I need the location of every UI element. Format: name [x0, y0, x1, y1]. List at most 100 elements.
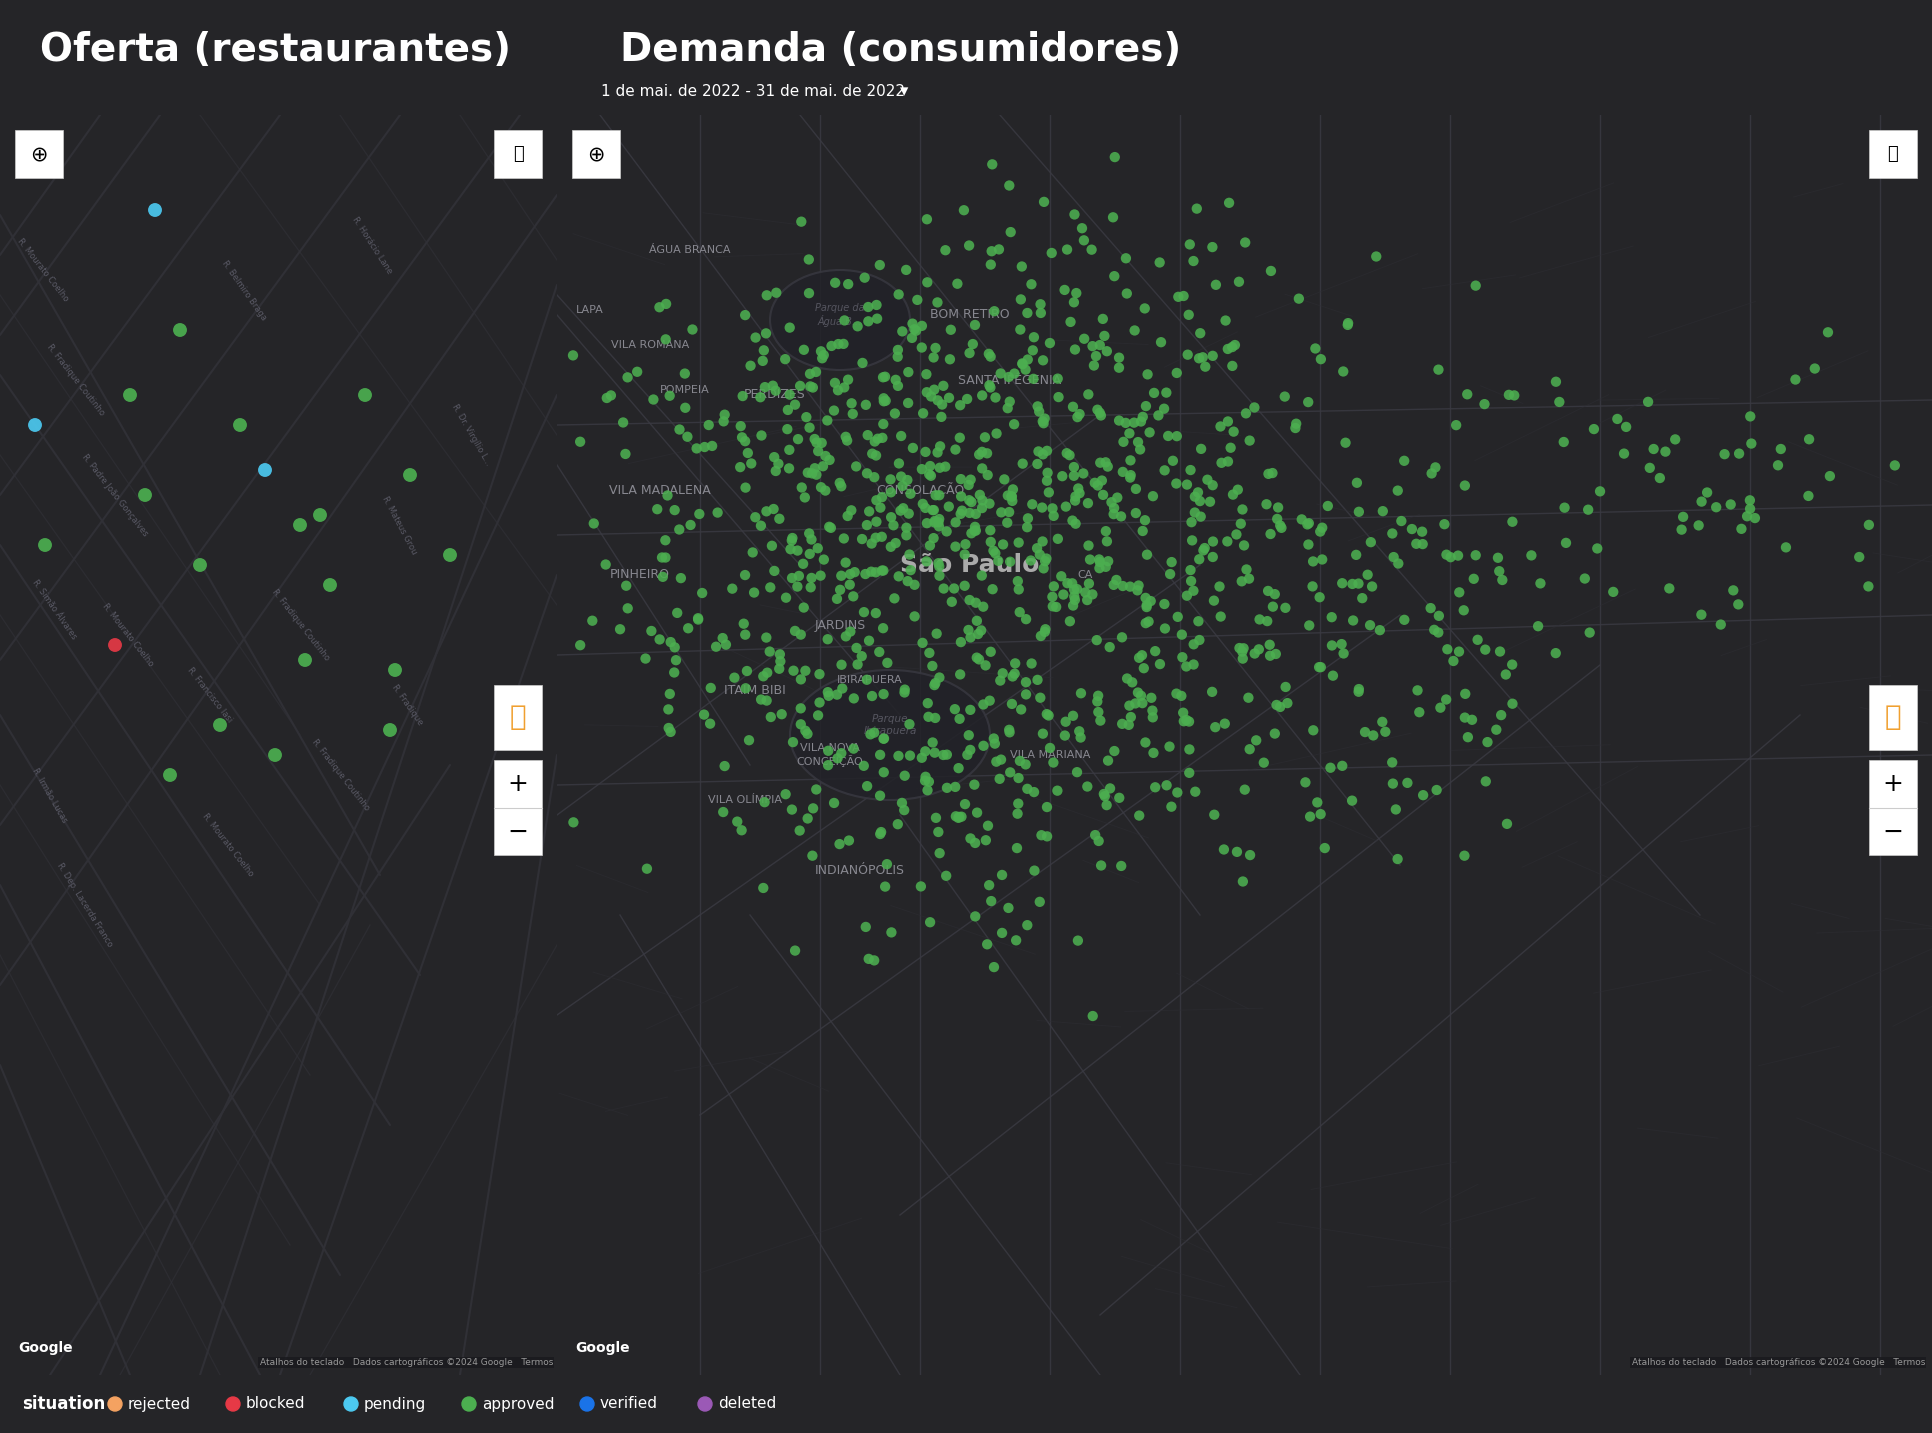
Point — [1200, 274, 1231, 297]
Point — [1150, 397, 1180, 420]
Point — [682, 608, 713, 631]
Text: ITAIM BIBI: ITAIM BIBI — [724, 684, 786, 696]
Point — [697, 434, 728, 457]
Point — [1028, 191, 1059, 214]
Circle shape — [462, 1397, 475, 1412]
Point — [922, 291, 952, 314]
Point — [1310, 837, 1341, 860]
Point — [1316, 633, 1347, 656]
Point — [1076, 238, 1107, 261]
Point — [1070, 580, 1101, 603]
Point — [869, 365, 900, 388]
Point — [1068, 327, 1099, 350]
Point — [850, 267, 881, 289]
Point — [1213, 410, 1244, 433]
Point — [1024, 440, 1055, 463]
Point — [815, 516, 846, 539]
Point — [1306, 802, 1337, 825]
Point — [910, 770, 941, 792]
Point — [1723, 443, 1754, 466]
Point — [1057, 595, 1088, 618]
Point — [1231, 557, 1262, 580]
Point — [765, 643, 796, 666]
Point — [976, 345, 1007, 368]
Point — [825, 579, 856, 602]
Point — [1128, 656, 1159, 679]
Point — [1157, 450, 1188, 473]
Point — [1725, 517, 1756, 540]
Point — [997, 479, 1028, 502]
Point — [1080, 824, 1111, 847]
Point — [1198, 344, 1229, 367]
Text: INDIANÓPOLIS: INDIANÓPOLIS — [815, 864, 904, 877]
Point — [1175, 559, 1206, 582]
Point — [709, 755, 740, 778]
Point — [1037, 497, 1068, 520]
Point — [842, 315, 873, 338]
Point — [952, 473, 983, 496]
Point — [825, 833, 856, 856]
Point — [1293, 391, 1323, 414]
Point — [813, 754, 844, 777]
Point — [798, 797, 829, 820]
Point — [1041, 780, 1072, 802]
Point — [1333, 311, 1364, 334]
Ellipse shape — [771, 269, 910, 370]
Point — [1034, 481, 1065, 504]
Point — [854, 629, 885, 652]
Point — [732, 441, 763, 464]
Point — [1582, 537, 1613, 560]
Point — [1575, 620, 1605, 643]
Point — [1449, 706, 1480, 729]
Point — [746, 688, 777, 711]
Point — [1219, 334, 1250, 357]
Point — [1244, 608, 1275, 631]
Point — [1492, 813, 1522, 835]
Point — [1028, 722, 1059, 745]
Point — [1055, 610, 1086, 633]
Point — [379, 659, 410, 682]
Point — [1312, 494, 1343, 517]
Point — [1153, 424, 1184, 447]
Point — [1161, 424, 1192, 447]
Point — [1051, 711, 1082, 734]
Point — [1063, 477, 1094, 500]
Point — [1217, 354, 1248, 377]
Point — [1130, 297, 1161, 320]
Point — [1153, 735, 1184, 758]
Point — [1578, 417, 1609, 440]
Point — [866, 486, 896, 509]
Point — [612, 598, 643, 620]
Point — [1638, 437, 1669, 460]
Point — [869, 876, 900, 898]
Point — [974, 374, 1005, 397]
Point — [939, 698, 970, 721]
Point — [891, 258, 922, 281]
Point — [1298, 550, 1329, 573]
Point — [954, 341, 985, 364]
Point — [717, 577, 748, 600]
Point — [1088, 782, 1119, 805]
Point — [854, 947, 885, 970]
Point — [1180, 780, 1211, 802]
Point — [1059, 589, 1090, 612]
Point — [1082, 685, 1113, 708]
Point — [848, 754, 879, 777]
Point — [1294, 805, 1325, 828]
Text: blocked: blocked — [245, 1397, 305, 1412]
Point — [960, 519, 991, 542]
Point — [923, 456, 954, 479]
Point — [1076, 583, 1107, 606]
Point — [889, 764, 920, 787]
Point — [1198, 589, 1229, 612]
Point — [682, 606, 713, 629]
Point — [813, 449, 844, 471]
Point — [1049, 278, 1080, 301]
Point — [914, 770, 945, 792]
Point — [867, 413, 898, 436]
Point — [999, 662, 1030, 685]
Point — [752, 322, 782, 345]
Point — [980, 732, 1010, 755]
Point — [838, 560, 869, 583]
Point — [985, 363, 1016, 385]
